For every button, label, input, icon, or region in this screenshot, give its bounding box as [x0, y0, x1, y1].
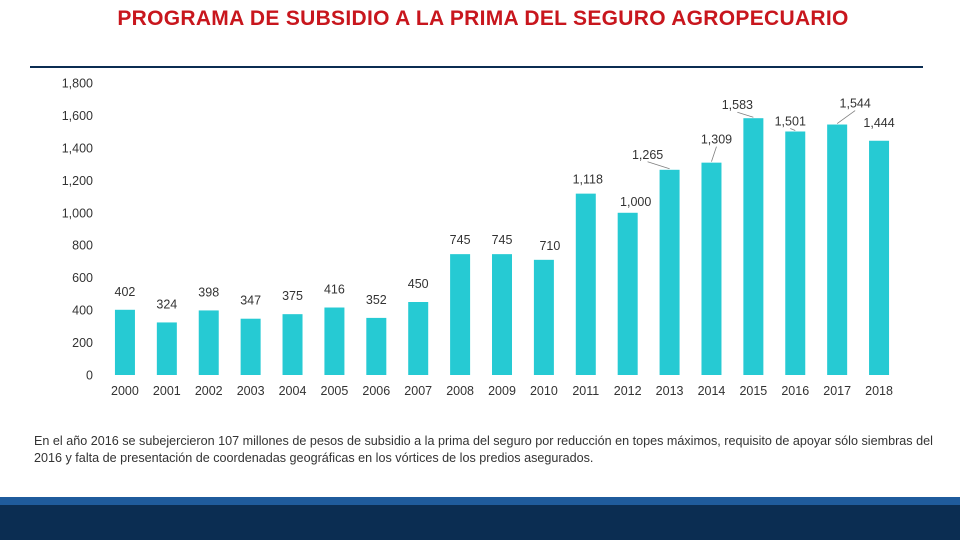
x-tick-label: 2014	[698, 384, 726, 398]
y-tick-label: 1,000	[62, 206, 93, 220]
x-tick-label: 2006	[362, 384, 390, 398]
x-tick-label: 2004	[279, 384, 307, 398]
data-label: 416	[324, 283, 345, 297]
bar-2007	[408, 302, 429, 375]
data-label: 1,000	[620, 195, 651, 209]
page-title: PROGRAMA DE SUBSIDIO A LA PRIMA DEL SEGU…	[117, 7, 849, 30]
y-tick-label: 1,800	[62, 77, 93, 91]
y-tick-label: 800	[72, 239, 93, 253]
data-label: 1,444	[863, 116, 894, 130]
bar-2008	[450, 254, 471, 375]
x-tick-label: 2005	[321, 384, 349, 398]
data-label: 352	[366, 293, 387, 307]
x-tick-label: 2003	[237, 384, 265, 398]
bar-2011	[575, 193, 596, 375]
x-tick-label: 2016	[781, 384, 809, 398]
x-tick-label: 2009	[488, 384, 516, 398]
title-divider	[30, 66, 923, 68]
data-label: 1,265	[632, 148, 663, 162]
x-tick-label: 2001	[153, 384, 181, 398]
leader-line	[836, 110, 856, 124]
x-tick-label: 2011	[572, 384, 599, 398]
x-tick-label: 2000	[111, 384, 139, 398]
data-label: 347	[240, 294, 261, 308]
footer-band-light	[0, 497, 960, 505]
y-tick-label: 1,200	[62, 174, 93, 188]
bar-2010	[533, 259, 554, 375]
leader-line	[711, 146, 717, 162]
bar-2004	[282, 314, 303, 375]
y-tick-label: 200	[72, 336, 93, 350]
y-tick-label: 400	[72, 304, 93, 318]
bar-chart: 0 200 400 600 800 1,000 1,200 1,400 1,600 1,800 4…	[62, 77, 895, 399]
x-tick-label: 2015	[739, 384, 767, 398]
y-tick-label: 600	[72, 271, 93, 285]
leader-line	[647, 161, 670, 170]
bar-2006	[366, 317, 387, 375]
bar-2018	[869, 140, 890, 375]
bar-2000	[114, 309, 135, 375]
data-label: 1,583	[722, 98, 753, 112]
x-tick-label: 2007	[404, 384, 432, 398]
x-tick-label: 2010	[530, 384, 558, 398]
bar-2013	[659, 169, 680, 375]
data-label: 710	[539, 239, 560, 253]
leader-line	[737, 111, 754, 118]
data-label: 402	[115, 285, 136, 299]
bar-2014	[701, 162, 722, 375]
y-tick-label: 0	[86, 369, 93, 383]
data-label: 1,309	[701, 133, 732, 147]
y-tick-label: 1,600	[62, 109, 93, 123]
data-label: 1,544	[840, 97, 871, 111]
data-label: 375	[282, 289, 303, 303]
data-label: 745	[450, 233, 471, 247]
x-tick-label: 2013	[656, 384, 684, 398]
x-tick-label: 2017	[823, 384, 851, 398]
data-label: 745	[492, 233, 513, 247]
bar-2002	[198, 310, 219, 375]
bar-2012	[617, 212, 638, 375]
bar-2005	[324, 307, 345, 375]
y-tick-label: 1,400	[62, 141, 93, 155]
leader-line	[790, 128, 796, 131]
bar-2003	[240, 318, 261, 375]
bar-2009	[492, 254, 512, 375]
x-tick-label: 2008	[446, 384, 474, 398]
data-label: 1,118	[573, 173, 603, 187]
bar-2001	[156, 322, 177, 375]
bar-2017	[827, 124, 848, 375]
footer-band-dark	[0, 505, 960, 540]
x-tick-label: 2018	[865, 384, 893, 398]
x-tick-label: 2012	[614, 384, 642, 398]
data-label: 398	[198, 285, 219, 299]
data-label: 1,501	[775, 115, 806, 129]
data-label: 450	[408, 277, 429, 291]
footnote: En el año 2016 se subejercieron 107 mill…	[34, 434, 933, 465]
x-tick-label: 2002	[195, 384, 223, 398]
bar-2016	[785, 131, 806, 375]
data-label: 324	[156, 297, 177, 311]
bar-2015	[743, 118, 764, 376]
